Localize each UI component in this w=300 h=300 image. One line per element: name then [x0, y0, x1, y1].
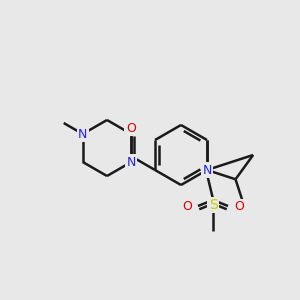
Text: N: N — [202, 164, 212, 176]
Text: N: N — [127, 155, 136, 169]
Text: O: O — [126, 122, 136, 134]
Text: S: S — [208, 198, 217, 212]
Text: O: O — [234, 200, 244, 214]
Text: O: O — [182, 200, 192, 214]
Text: N: N — [78, 128, 87, 140]
